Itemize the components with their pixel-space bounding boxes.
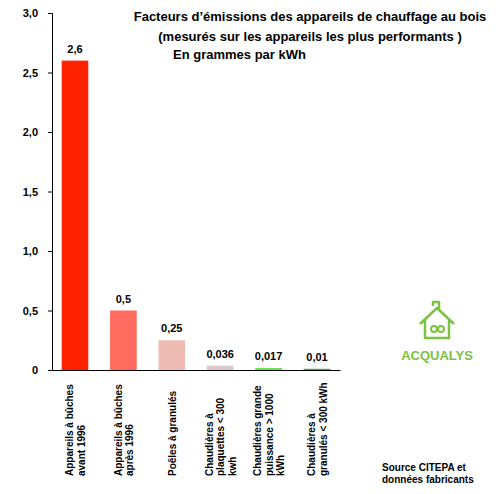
tick-label: Poêles à granulés [167,391,178,476]
text-line: Appareils à bûches [64,384,75,476]
bar [207,366,234,370]
tick: Chaudières grandepuissance > 1000kWh [252,370,286,476]
data-labels: 2,6 0,5 0,25 0,036 0,017 0,01 [67,43,327,363]
data-label: 2,6 [67,43,82,55]
bar [255,368,282,370]
chart: Facteurs d’émissions des appareils de ch… [0,0,500,494]
tick: Appareils à bûchesavant 1996 [64,370,87,476]
title: Facteurs d’émissions des appareils de ch… [134,9,487,24]
tick-label: Chaudières grandepuissance > 1000kWh [252,385,286,476]
text-line: Chaudières grande [252,385,263,476]
text-line: Poêles à granulés [167,391,178,476]
logo-icon [438,326,444,332]
tick: 1,0 [23,245,52,257]
subtitle: (mesurés sur les appareils les plus perf… [158,29,461,44]
logo-icon [420,302,454,338]
tick-label: Chaudières àgranulés < 300 kWh [306,382,329,476]
source: Source CITEPA etdonnées fabricants [382,462,474,485]
tick-label: Appareils à bûchesaprès 1996 [113,384,136,476]
tick-mark [48,311,52,312]
text-line: Chaudières à [204,413,215,476]
tick: Chaudières àgranulés < 300 kWh [306,370,329,476]
tick-label: 1,0 [23,245,38,257]
tick: 3,0 [23,7,52,19]
text-line: kWh [275,455,286,476]
logo: ACQUALYS [401,302,473,363]
data-label: 0,036 [206,348,234,360]
tick-label: 2,0 [23,126,38,138]
text-line: puissance > 1000 [264,393,275,476]
tick: Chaudières àplaquettes < 300kwh [204,370,238,476]
data-label: 0,017 [255,350,283,362]
data-label: 0,25 [161,322,182,334]
tick-mark [48,370,52,371]
text-line: Chaudières à [306,413,317,476]
tick-label: Chaudières àplaquettes < 300kwh [204,397,238,476]
bar [62,61,89,370]
logo-text: ACQUALYS [401,348,473,363]
logo-icon [431,326,437,332]
bar [110,311,137,371]
text-line: granulés < 300 kWh [318,382,329,476]
text-line: données fabricants [382,474,474,485]
tick-label: 0,5 [23,305,38,317]
tick-label: 3,0 [23,7,38,19]
tick-mark [48,251,52,252]
tick: 1,5 [23,186,52,198]
tick: Poêles à granulés [167,370,178,476]
data-label: 0,01 [306,351,327,363]
tick: 0,5 [23,305,52,317]
data-label: 0,5 [116,293,131,305]
text-line: Appareils à bûches [113,384,124,476]
bar [158,340,185,370]
text-line: Source CITEPA et [382,462,467,473]
text-line: kwh [227,457,238,476]
text-line: plaquettes < 300 [215,397,226,476]
tick-mark [48,13,52,14]
tick-label: 0 [32,364,38,376]
bars [62,61,331,370]
tick-label: Appareils à bûchesavant 1996 [64,384,87,476]
tick: 2,0 [23,126,52,138]
tick-mark [48,132,52,133]
tick-mark [48,73,52,74]
tick: 0 [32,364,52,376]
text-line: avant 1996 [76,424,87,476]
y-axis: 0 0,5 1,0 1,5 2,0 2,5 3,0 [23,7,53,376]
axis-line [48,14,53,371]
axis-line [53,370,341,371]
text-line: après 1996 [124,424,135,476]
axis-title: En grammes par kWh [173,47,306,62]
tick-label: 2,5 [23,67,38,79]
tick-mark [48,192,52,193]
x-axis: Appareils à bûchesavant 1996Appareils à … [53,370,341,476]
tick: 2,5 [23,67,52,79]
tick-label: 1,5 [23,186,38,198]
bar [304,369,331,370]
tick: Appareils à bûchesaprès 1996 [113,370,136,476]
